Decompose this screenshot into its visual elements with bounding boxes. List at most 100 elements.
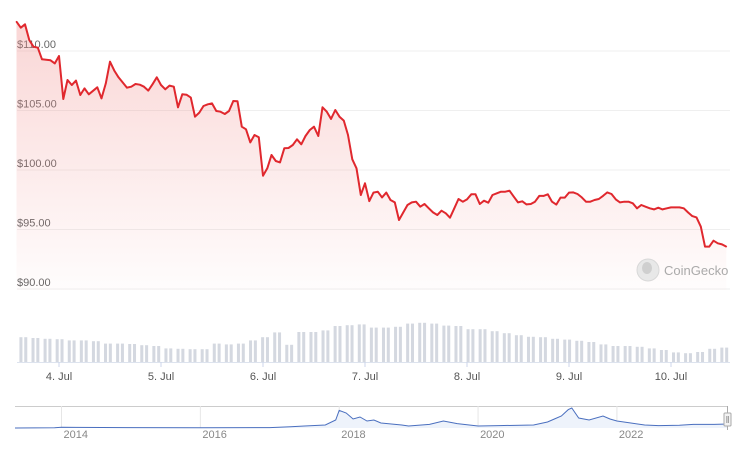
volume-bar [145,345,149,362]
volume-bar [217,343,221,362]
volume-bar [575,340,579,362]
price-point [461,200,464,203]
price-point [483,199,485,202]
volume-bar [688,353,692,362]
volume-bar [611,346,615,362]
price-point [287,147,290,149]
price-point [725,245,728,248]
volume-bar [290,344,294,362]
volume-bar [406,323,410,362]
volume-bar [96,341,100,362]
volume-bar [676,352,680,362]
price-point [143,85,145,88]
x-tick-label: 5. Jul [148,371,174,383]
price-point [266,167,269,170]
volume-bar [253,340,257,362]
volume-bar [459,326,463,362]
x-tick-label: 6. Jul [250,371,276,383]
price-point [691,215,694,217]
price-point [368,200,371,202]
price-points [15,20,728,248]
price-point [351,158,354,161]
price-point [249,141,252,144]
volume-bar [302,332,306,362]
price-point [398,219,400,221]
price-point [559,196,562,199]
volume-bar [72,340,76,362]
navigator-handle[interactable] [723,412,732,427]
price-point [338,115,341,118]
x-tick-label: 8. Jul [454,371,480,383]
price-point [427,207,430,210]
price-point [457,198,460,200]
price-point [585,200,587,203]
price-point [627,200,630,203]
volume-bar [261,337,265,362]
price-point [517,201,519,204]
price-point [432,211,434,214]
volume-bar [652,348,656,362]
price-point [661,208,664,211]
price-point [313,125,315,128]
price-point [28,39,31,41]
price-point [687,211,689,214]
price-point [321,106,324,109]
volume-bar [116,343,120,362]
volume-bar [91,341,95,362]
price-point [168,84,171,87]
price-point [304,135,307,137]
volume-bar [169,348,173,362]
price-point [236,100,239,103]
volume-bar [193,349,197,362]
volume-bar [454,326,458,362]
volume-bar [423,322,427,362]
price-point [274,160,277,162]
price-point [155,76,158,79]
price-point [376,190,379,193]
volume-bar [526,336,530,362]
volume-bar [514,335,518,362]
volume-bar [205,349,209,362]
volume-bar [543,337,547,362]
x-tick-label: 7. Jul [352,371,378,383]
price-point [223,113,226,115]
volume-bar [592,342,596,362]
price-point [491,194,494,196]
price-point [117,76,120,79]
price-point [415,200,417,203]
volume-bar [31,338,35,362]
volume-bar [67,340,71,362]
price-point [185,93,188,96]
volume-bar [398,326,402,362]
price-point [15,20,18,23]
price-point [334,109,337,111]
price-point [593,199,596,201]
price-point [721,243,723,246]
price-point [87,93,90,96]
navigator[interactable]: 2014 2016 2018 2020 2022 [14,406,732,441]
volume-bar [623,346,627,362]
navigator-year-label: 2016 [202,429,226,441]
price-point [19,26,22,29]
volume-bar [635,346,639,362]
volume-bar [273,332,277,362]
price-point [270,154,273,156]
volume-bars [19,322,729,362]
volume-bar [442,325,446,362]
price-point [41,58,43,61]
x-tick-label: 9. Jul [556,371,582,383]
price-point [330,118,332,120]
volume-bar [181,348,185,362]
price-point [449,216,451,219]
volume-bar [314,332,318,362]
volume-bar [418,322,422,362]
price-point [75,79,77,82]
price-point [508,189,511,192]
volume-bar [104,343,108,362]
price-point [317,135,320,137]
price-point [563,196,566,199]
volume-bar [394,326,398,362]
price-point [342,119,345,122]
navigator-area [15,408,728,428]
